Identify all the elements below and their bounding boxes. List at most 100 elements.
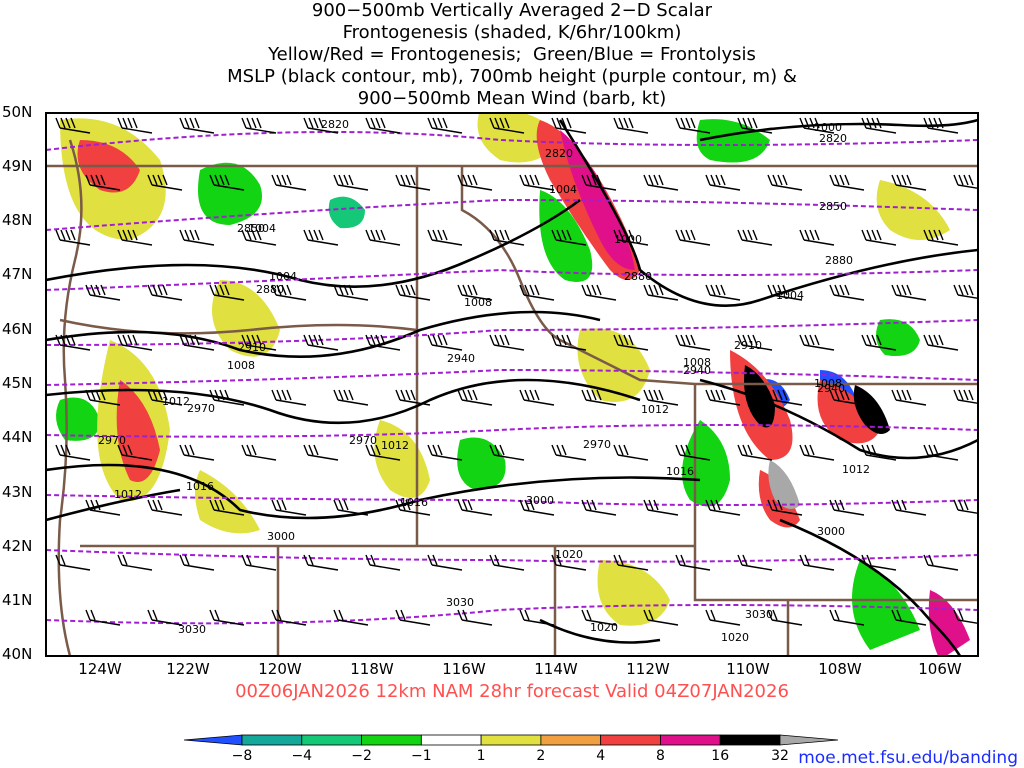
colorbar-bin — [183, 734, 243, 746]
wind-barb — [117, 229, 153, 246]
mslp-contour — [699, 118, 978, 142]
lat-label: 40N — [2, 645, 33, 663]
height-contour — [46, 131, 978, 151]
height-contours — [46, 131, 978, 625]
wind-barb — [643, 389, 679, 406]
height-label: 2820 — [321, 118, 349, 131]
title-block: 900−500mb Vertically Averaged 2−D Scalar… — [0, 0, 1024, 110]
mslp-label: 1016 — [400, 496, 428, 509]
wind-barb — [551, 444, 587, 461]
wind-barb — [861, 334, 897, 351]
wind-barb — [829, 609, 865, 626]
height-label: 2820 — [545, 147, 573, 160]
mslp-contour — [699, 378, 978, 460]
wind-barb — [489, 334, 525, 351]
wind-barb — [519, 609, 555, 626]
wind-barb — [675, 229, 711, 246]
frontolysis-patch — [457, 437, 506, 490]
wind-barb — [209, 284, 245, 301]
mslp-contour — [779, 518, 962, 656]
wind-barb — [891, 609, 927, 626]
title-line-3: Yellow/Red = Frontogenesis; Green/Blue =… — [268, 44, 756, 65]
colorbar-tick-label: −8 — [232, 748, 253, 764]
valid-time-line: 00Z06JAN2026 12km NAM 28hr forecast Vali… — [235, 681, 789, 702]
mslp-contours — [46, 118, 978, 656]
wind-barb — [271, 174, 307, 191]
height-label: 2940 — [683, 364, 711, 377]
wind-barb — [829, 389, 865, 406]
washington-oregon-border — [59, 318, 418, 335]
height-contour — [46, 319, 978, 346]
frontogenesis-patch — [597, 560, 670, 626]
wind-barb — [767, 389, 803, 406]
wind-barb — [613, 334, 649, 351]
wind-barb — [861, 117, 897, 134]
wind-barb — [581, 284, 617, 301]
wind-barb — [241, 554, 277, 571]
height-label: 3030 — [745, 608, 773, 621]
height-contour — [46, 268, 978, 291]
lon-label: 118W — [350, 660, 394, 678]
map-frame — [45, 112, 979, 657]
wind-barb — [643, 499, 679, 516]
wind-barb — [675, 334, 711, 351]
wind-barb — [799, 117, 835, 134]
wind-barb — [55, 117, 91, 134]
wind-barb — [489, 117, 525, 134]
lon-label: 108W — [818, 660, 862, 678]
height-label: 2970 — [187, 402, 215, 415]
wind-barb — [767, 174, 803, 191]
wind-barb — [395, 174, 431, 191]
mslp-contour — [46, 378, 641, 425]
lon-label: 112W — [626, 660, 670, 678]
frontogenesis-patch — [212, 280, 280, 357]
wind-barb — [117, 554, 153, 571]
lon-label: 124W — [78, 660, 122, 678]
mslp-label: 1020 — [721, 631, 749, 644]
wind-barb — [147, 174, 183, 191]
colorbar-tick-label: −2 — [351, 748, 372, 764]
mslp-contour — [539, 618, 661, 644]
mslp-label: 1012 — [114, 488, 142, 501]
wind-barb — [427, 117, 463, 134]
lat-label: 42N — [2, 537, 33, 555]
mslp-label: 1004 — [248, 222, 276, 235]
mslp-label: 1012 — [641, 403, 669, 416]
colorbar-bin — [719, 734, 781, 746]
frontolysis-patch — [852, 560, 920, 650]
height-label: 2970 — [349, 434, 377, 447]
lat-label: 45N — [2, 374, 33, 392]
wind-barb — [705, 284, 741, 301]
mslp-label: 1008 — [814, 377, 842, 390]
wind-barb — [365, 117, 401, 134]
wind-barb — [767, 609, 803, 626]
wind-barb — [861, 554, 897, 571]
wind-barb — [953, 389, 978, 405]
wind-barb — [303, 117, 339, 134]
title-line-5: 900−500mb Mean Wind (barb, kt) — [357, 88, 667, 109]
wind-barb — [581, 389, 617, 406]
height-label: 3030 — [446, 596, 474, 609]
wind-barb — [55, 444, 91, 461]
wind-barb — [737, 554, 773, 571]
wind-barb — [953, 174, 978, 190]
wind-barb — [365, 229, 401, 246]
colorbar-bin — [301, 734, 362, 746]
wind-barb — [489, 229, 525, 246]
height-contour — [46, 604, 978, 625]
wind-barb — [457, 499, 493, 516]
wind-barb — [705, 389, 741, 406]
mslp-contour — [46, 463, 701, 520]
wind-barb — [829, 284, 865, 301]
wind-barb — [333, 499, 369, 516]
lat-label: 47N — [2, 265, 33, 283]
wind-barb — [489, 444, 525, 461]
mslp-label: 1012 — [162, 395, 190, 408]
height-contour — [46, 368, 978, 386]
wind-barb — [861, 229, 897, 246]
wind-barb — [303, 444, 339, 461]
wind-barb — [55, 229, 91, 246]
wind-barb — [55, 334, 91, 351]
wind-barb — [581, 609, 617, 626]
wind-barb — [799, 554, 835, 571]
